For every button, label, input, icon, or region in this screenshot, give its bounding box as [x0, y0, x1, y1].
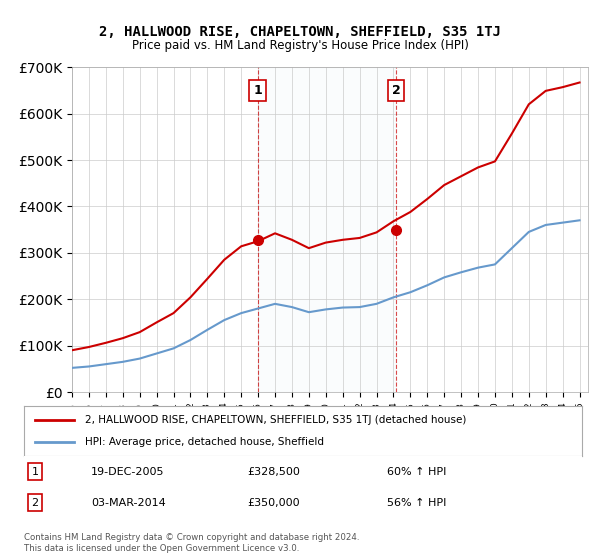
Text: 56% ↑ HPI: 56% ↑ HPI [387, 498, 446, 507]
Text: 2: 2 [32, 498, 39, 507]
Text: £350,000: £350,000 [247, 498, 300, 507]
Text: £328,500: £328,500 [247, 467, 300, 477]
Text: 60% ↑ HPI: 60% ↑ HPI [387, 467, 446, 477]
Text: 03-MAR-2014: 03-MAR-2014 [91, 498, 166, 507]
Text: 2, HALLWOOD RISE, CHAPELTOWN, SHEFFIELD, S35 1TJ (detached house): 2, HALLWOOD RISE, CHAPELTOWN, SHEFFIELD,… [85, 415, 467, 425]
Text: Contains HM Land Registry data © Crown copyright and database right 2024.
This d: Contains HM Land Registry data © Crown c… [24, 533, 359, 553]
Text: 1: 1 [32, 467, 38, 477]
Text: 1: 1 [253, 84, 262, 97]
Text: 19-DEC-2005: 19-DEC-2005 [91, 467, 164, 477]
Text: Price paid vs. HM Land Registry's House Price Index (HPI): Price paid vs. HM Land Registry's House … [131, 39, 469, 52]
Text: HPI: Average price, detached house, Sheffield: HPI: Average price, detached house, Shef… [85, 437, 325, 447]
Text: 2, HALLWOOD RISE, CHAPELTOWN, SHEFFIELD, S35 1TJ: 2, HALLWOOD RISE, CHAPELTOWN, SHEFFIELD,… [99, 25, 501, 39]
Text: 2: 2 [392, 84, 401, 97]
Bar [257, 67, 397, 392]
